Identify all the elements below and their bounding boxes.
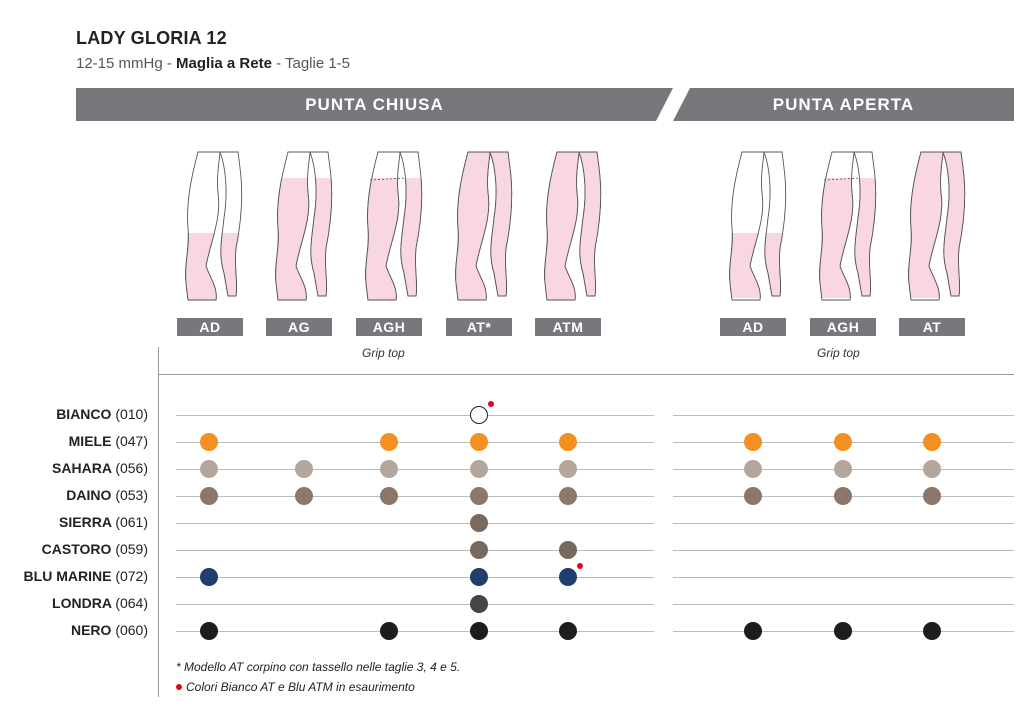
swatch-open-agh-nero	[834, 622, 852, 640]
row-line-closed	[176, 523, 654, 524]
color-label-sahara: SAHARA (056)	[52, 460, 148, 476]
product-title: LADY GLORIA 12	[76, 28, 227, 48]
swatch-open-agh-daino	[834, 487, 852, 505]
swatch-closed-atm-daino	[559, 487, 577, 505]
footnote-at-model: * Modello AT corpino con tassello nelle …	[176, 660, 461, 674]
color-label-blu-marine: BLU MARINE (072)	[23, 568, 148, 584]
open-toe-banner: PUNTA APERTA	[673, 88, 1014, 121]
swatch-closed-at-castoro	[470, 541, 488, 559]
model-code-closed-ag: AG	[266, 318, 332, 336]
model-code-closed-ad: AD	[177, 318, 243, 336]
swatch-closed-at-sierra	[470, 514, 488, 532]
leg-illustration-closed-agh	[365, 151, 423, 301]
leg-illustration-closed-atm	[544, 151, 602, 301]
row-line-closed	[176, 604, 654, 605]
swatch-closed-at-sahara	[470, 460, 488, 478]
model-code-open-agh: AGH	[810, 318, 876, 336]
size-range: Taglie 1-5	[284, 55, 351, 72]
row-line-open	[673, 550, 1014, 551]
model-code-open-ad: AD	[720, 318, 786, 336]
swatch-closed-atm-miele	[559, 433, 577, 451]
grip-top-label-open: Grip top	[817, 346, 860, 360]
swatch-open-ad-daino	[744, 487, 762, 505]
swatch-open-at-miele	[923, 433, 941, 451]
swatch-closed-atm-blu-marine	[559, 568, 577, 586]
model-code-closed-atm: ATM	[535, 318, 601, 336]
color-label-londra: LONDRA (064)	[52, 595, 148, 611]
row-line-open	[673, 523, 1014, 524]
swatch-open-agh-miele	[834, 433, 852, 451]
swatch-closed-ad-sahara	[200, 460, 218, 478]
swatch-open-ad-miele	[744, 433, 762, 451]
model-code-open-at: AT	[899, 318, 965, 336]
swatch-open-ad-sahara	[744, 460, 762, 478]
leg-illustration-open-agh	[819, 151, 877, 301]
row-line-closed	[176, 577, 654, 578]
swatch-closed-agh-sahara	[380, 460, 398, 478]
swatch-closed-atm-nero	[559, 622, 577, 640]
row-line-closed	[176, 496, 654, 497]
swatch-open-at-nero	[923, 622, 941, 640]
swatch-open-at-sahara	[923, 460, 941, 478]
footnote-discontinued: Colori Bianco AT e Blu ATM in esauriment…	[186, 680, 415, 694]
color-label-sierra: SIERRA (061)	[59, 514, 148, 530]
table-vertical-divider	[158, 347, 159, 697]
color-label-daino: DAINO (053)	[66, 487, 148, 503]
swatch-closed-at-bianco	[470, 406, 488, 424]
product-subtitle: 12-15 mmHg - Maglia a Rete - Taglie 1-5	[76, 55, 351, 72]
leg-illustration-open-at	[908, 151, 966, 301]
swatch-closed-at-londra	[470, 595, 488, 613]
swatch-closed-ad-nero	[200, 622, 218, 640]
swatch-closed-at-daino	[470, 487, 488, 505]
color-label-bianco: BIANCO (010)	[56, 406, 148, 422]
swatch-closed-at-miele	[470, 433, 488, 451]
swatch-closed-ag-sahara	[295, 460, 313, 478]
discontinued-marker-icon	[577, 563, 583, 569]
swatch-closed-ad-miele	[200, 433, 218, 451]
row-line-open	[673, 604, 1014, 605]
leg-illustration-closed-at	[455, 151, 513, 301]
swatch-closed-agh-daino	[380, 487, 398, 505]
swatch-open-agh-sahara	[834, 460, 852, 478]
swatch-closed-ag-daino	[295, 487, 313, 505]
row-line-closed	[176, 631, 654, 632]
swatch-closed-atm-castoro	[559, 541, 577, 559]
swatch-closed-agh-nero	[380, 622, 398, 640]
table-header-divider	[158, 374, 1014, 375]
row-line-open	[673, 577, 1014, 578]
model-code-closed-agh: AGH	[356, 318, 422, 336]
mesh-type: Maglia a Rete	[176, 55, 272, 72]
leg-illustration-open-ad	[729, 151, 787, 301]
model-code-closed-at: AT*	[446, 318, 512, 336]
closed-toe-banner: PUNTA CHIUSA	[76, 88, 673, 121]
row-line-closed	[176, 469, 654, 470]
discontinued-marker-icon	[176, 684, 182, 690]
row-line-closed	[176, 550, 654, 551]
row-line-closed	[176, 415, 654, 416]
swatch-closed-at-nero	[470, 622, 488, 640]
row-line-open	[673, 415, 1014, 416]
row-line-closed	[176, 442, 654, 443]
swatch-closed-at-blu-marine	[470, 568, 488, 586]
leg-illustration-closed-ad	[185, 151, 243, 301]
swatch-closed-atm-sahara	[559, 460, 577, 478]
pressure-range: 12-15 mmHg	[76, 55, 163, 72]
color-label-castoro: CASTORO (059)	[41, 541, 148, 557]
color-label-nero: NERO (060)	[70, 622, 148, 638]
swatch-open-at-daino	[923, 487, 941, 505]
swatch-closed-ad-blu-marine	[200, 568, 218, 586]
swatch-closed-agh-miele	[380, 433, 398, 451]
grip-top-label-closed: Grip top	[362, 346, 405, 360]
swatch-closed-ad-daino	[200, 487, 218, 505]
color-label-miele: MIELE (047)	[68, 433, 148, 449]
swatch-open-ad-nero	[744, 622, 762, 640]
discontinued-marker-icon	[488, 401, 494, 407]
leg-illustration-closed-ag	[275, 151, 333, 301]
